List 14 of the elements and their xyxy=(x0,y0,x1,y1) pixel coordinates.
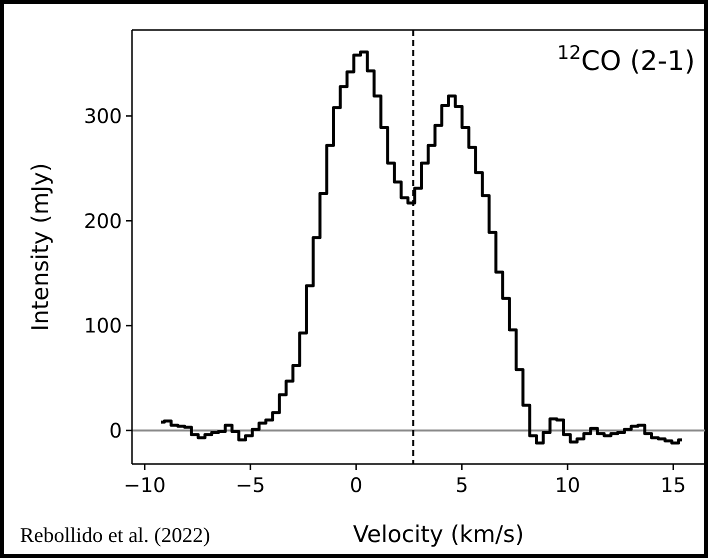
text: Rebollido et al. (2022) xyxy=(20,523,210,547)
y-tick-label: 300 xyxy=(84,104,122,128)
y-axis-title: Intensity (mJy) xyxy=(28,162,54,332)
x-tick-label: 15 xyxy=(660,473,686,497)
x-tick-label: 5 xyxy=(455,473,468,497)
y-tick-label: 200 xyxy=(84,208,122,233)
x-tick-label: −5 xyxy=(236,473,266,497)
x-tick-label: 0 xyxy=(350,473,362,497)
annotation: $^{12}$CO (2-1) xyxy=(557,42,695,77)
x-tick-label: −10 xyxy=(124,473,166,497)
x-axis-title: Velocity (km/s) xyxy=(353,522,524,548)
y-tick-label: 100 xyxy=(84,314,122,338)
x-tick-label: 10 xyxy=(554,473,580,497)
y-tick-label: 0 xyxy=(109,418,122,442)
